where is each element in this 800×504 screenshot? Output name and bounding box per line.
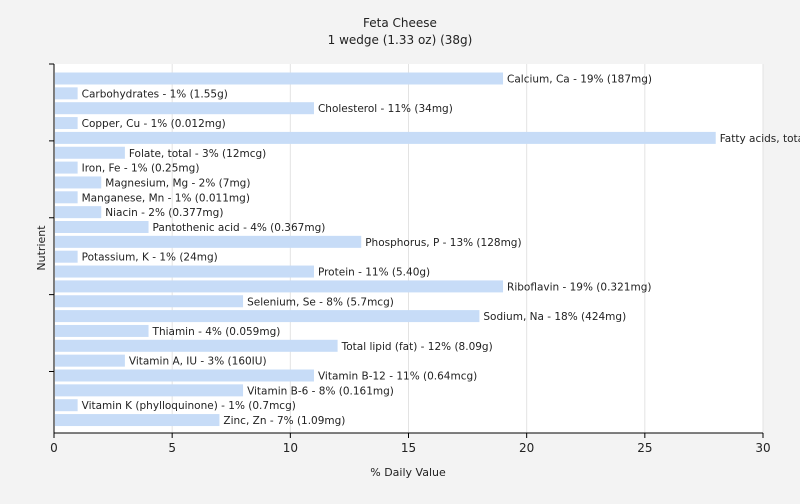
bar xyxy=(55,161,78,174)
bar-label: Vitamin B-6 - 8% (0.161mg) xyxy=(247,385,394,397)
bar xyxy=(55,146,125,159)
bar xyxy=(55,295,244,308)
x-tick-label: 30 xyxy=(755,441,770,455)
bar-label: Fatty acids, total saturated - 28% (5.67… xyxy=(720,133,800,145)
bar-label: Magnesium, Mg - 2% (7mg) xyxy=(105,177,250,189)
x-axis-label: % Daily Value xyxy=(370,466,446,479)
bar xyxy=(55,399,78,412)
bar xyxy=(55,131,716,144)
bar-label: Iron, Fe - 1% (0.25mg) xyxy=(82,163,200,175)
bar-label: Calcium, Ca - 19% (187mg) xyxy=(507,74,652,86)
axes: 0 5 10 15 20 25 30 xyxy=(49,63,771,455)
chart-subtitle: 1 wedge (1.33 oz) (38g) xyxy=(328,33,473,47)
bar-label: Phosphorus, P - 13% (128mg) xyxy=(365,237,521,249)
bar-label: Total lipid (fat) - 12% (8.09g) xyxy=(341,341,493,353)
bar xyxy=(55,414,220,427)
x-tick-label: 0 xyxy=(50,441,58,455)
bar xyxy=(55,339,338,352)
bar-label: Folate, total - 3% (12mcg) xyxy=(129,148,266,160)
bar-label: Thiamin - 4% (0.059mg) xyxy=(152,326,281,338)
bar-label: Cholesterol - 11% (34mg) xyxy=(318,103,453,115)
bar-label: Potassium, K - 1% (24mg) xyxy=(82,252,218,264)
bar-label: Selenium, Se - 8% (5.7mcg) xyxy=(247,296,394,308)
bar xyxy=(55,384,244,397)
bar xyxy=(55,191,78,204)
bar xyxy=(55,265,314,278)
bar xyxy=(55,102,314,115)
bar-label: Sodium, Na - 18% (424mg) xyxy=(483,311,626,323)
bar xyxy=(55,310,480,323)
bar xyxy=(55,72,504,85)
bar xyxy=(55,369,314,382)
bar-label: Protein - 11% (5.40g) xyxy=(318,267,430,279)
x-tick-label: 5 xyxy=(168,441,176,455)
bar-label: Pantothenic acid - 4% (0.367mg) xyxy=(153,222,326,234)
bar-label: Zinc, Zn - 7% (1.09mg) xyxy=(223,415,345,427)
bar-label: Niacin - 2% (0.377mg) xyxy=(105,207,223,219)
bar-label: Carbohydrates - 1% (1.55g) xyxy=(82,88,228,100)
bar xyxy=(55,87,78,100)
bar xyxy=(55,354,125,367)
bar-label: Vitamin A, IU - 3% (160IU) xyxy=(129,356,267,368)
y-axis-label: Nutrient xyxy=(35,225,48,271)
bar xyxy=(55,221,149,233)
x-tick-label: 15 xyxy=(401,441,416,455)
bar xyxy=(55,117,78,130)
x-tick-label: 25 xyxy=(637,441,652,455)
bars: Calcium, Ca - 19% (187mg) Carbohydrates -… xyxy=(55,72,800,427)
x-tick-label: 10 xyxy=(283,441,298,455)
chart-title: Feta Cheese xyxy=(363,16,437,30)
bar-label: Manganese, Mn - 1% (0.011mg) xyxy=(82,192,250,204)
bar xyxy=(55,280,504,293)
bar-label: Riboflavin - 19% (0.321mg) xyxy=(507,281,651,293)
bar xyxy=(55,176,102,189)
x-tick-label: 20 xyxy=(519,441,534,455)
bar-label: Vitamin B-12 - 11% (0.64mcg) xyxy=(318,371,477,383)
bar xyxy=(55,250,78,263)
bar-label: Copper, Cu - 1% (0.012mg) xyxy=(82,118,226,130)
bar xyxy=(55,235,362,248)
bar-label: Vitamin K (phylloquinone) - 1% (0.7mcg) xyxy=(82,400,296,412)
bar xyxy=(55,324,149,337)
bar xyxy=(55,206,102,219)
